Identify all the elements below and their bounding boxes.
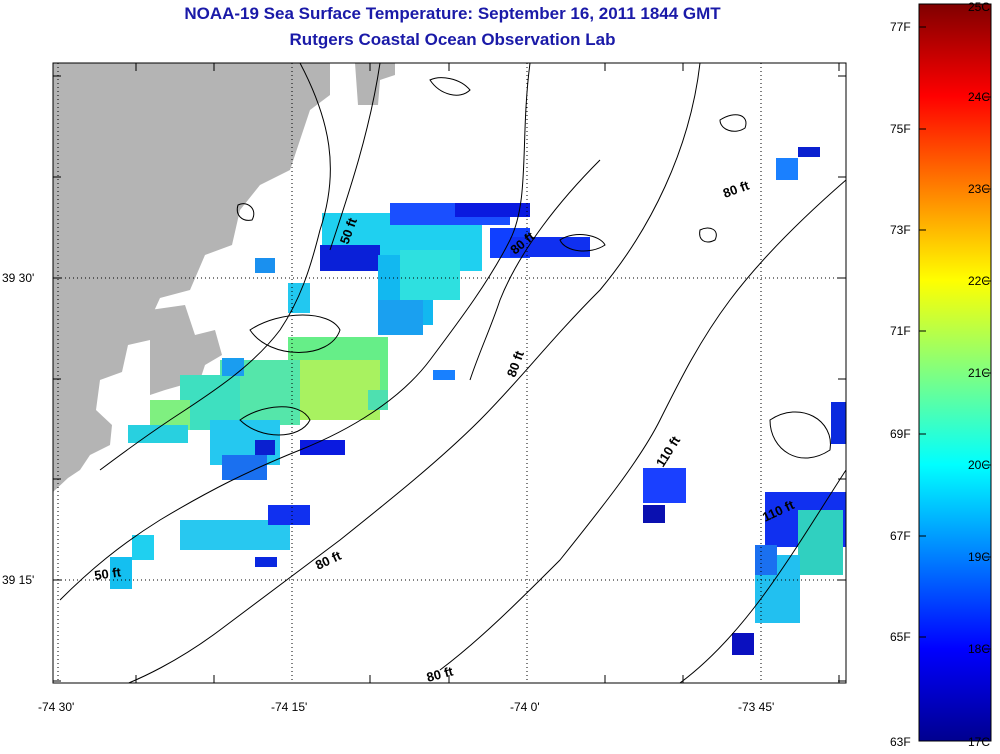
x-tick-label: -74 15' bbox=[271, 700, 307, 714]
colorbar-f-label: 63F bbox=[890, 735, 911, 749]
colorbar-c-label: 18C bbox=[968, 642, 990, 656]
map-subtitle: Rutgers Coastal Ocean Observation Lab bbox=[289, 30, 616, 49]
y-tick-label: 39 30' bbox=[2, 271, 34, 285]
y-tick-label: 39 15' bbox=[2, 573, 34, 587]
colorbar-f-label: 69F bbox=[890, 427, 911, 441]
x-tick-label: -74 30' bbox=[38, 700, 74, 714]
tick-marks bbox=[53, 63, 846, 683]
colorbar-f-label: 71F bbox=[890, 324, 911, 338]
colorbar-f-label: 67F bbox=[890, 529, 911, 543]
colorbar-f-label: 75F bbox=[890, 122, 911, 136]
depth-label: 50 ft bbox=[93, 564, 122, 583]
colorbar-c-label: 19C bbox=[968, 550, 990, 564]
depth-label: 80 ft bbox=[425, 663, 455, 685]
colorbar-c-label: 23C bbox=[968, 182, 990, 196]
colorbar-c-label: 22C bbox=[968, 274, 990, 288]
x-tick-label: -74 0' bbox=[510, 700, 540, 714]
colorbar-c-label: 24C bbox=[968, 90, 990, 104]
colorbar: 77F 75F 73F 71F 69F 67F 65F 63F 25C 24C … bbox=[890, 0, 992, 749]
colorbar-f-label: 73F bbox=[890, 223, 911, 237]
colorbar-c-label: 20C bbox=[968, 458, 990, 472]
colorbar-f-label: 65F bbox=[890, 630, 911, 644]
colorbar-c-label: 17C bbox=[968, 735, 990, 749]
map-title: NOAA-19 Sea Surface Temperature: Septemb… bbox=[184, 4, 721, 23]
colorbar-c-label: 21C bbox=[968, 366, 990, 380]
depth-contours bbox=[59, 63, 846, 683]
sst-pixels bbox=[110, 147, 846, 655]
colorbar-f-label: 77F bbox=[890, 20, 911, 34]
x-tick-label: -73 45' bbox=[738, 700, 774, 714]
colorbar-c-label: 25C bbox=[968, 0, 990, 14]
land-mass bbox=[53, 63, 330, 492]
